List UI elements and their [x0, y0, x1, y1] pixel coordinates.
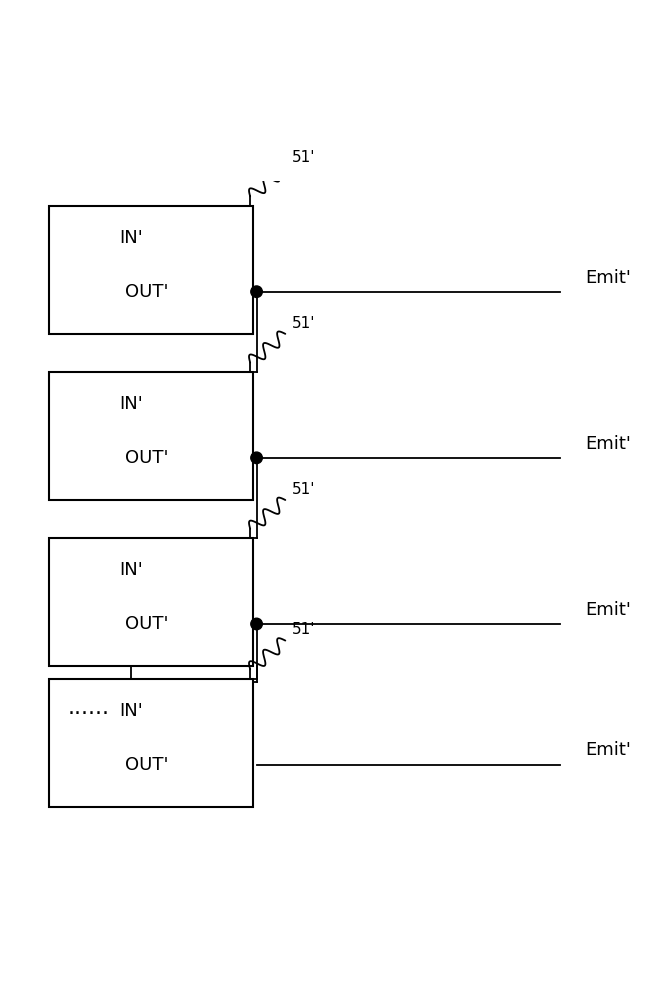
Circle shape — [251, 618, 262, 630]
Text: OUT': OUT' — [125, 283, 168, 301]
Text: ......: ...... — [68, 698, 110, 718]
Text: OUT': OUT' — [125, 615, 168, 633]
Text: 51': 51' — [292, 316, 315, 331]
FancyBboxPatch shape — [49, 538, 253, 666]
FancyBboxPatch shape — [49, 679, 253, 807]
Text: OUT': OUT' — [125, 449, 168, 467]
Text: Emit': Emit' — [586, 741, 632, 759]
Text: OUT': OUT' — [125, 756, 168, 774]
Text: Emit': Emit' — [586, 269, 632, 287]
Text: 51': 51' — [292, 622, 315, 637]
FancyBboxPatch shape — [49, 206, 253, 334]
Text: 51': 51' — [292, 482, 315, 497]
Text: IN': IN' — [119, 395, 143, 413]
Text: IN': IN' — [119, 702, 143, 720]
Text: IN': IN' — [119, 561, 143, 579]
Text: 51': 51' — [292, 150, 315, 165]
Text: Emit': Emit' — [586, 435, 632, 453]
Circle shape — [251, 286, 262, 297]
Circle shape — [251, 452, 262, 464]
Text: IN': IN' — [119, 229, 143, 247]
FancyBboxPatch shape — [49, 372, 253, 500]
Text: Emit': Emit' — [586, 601, 632, 619]
